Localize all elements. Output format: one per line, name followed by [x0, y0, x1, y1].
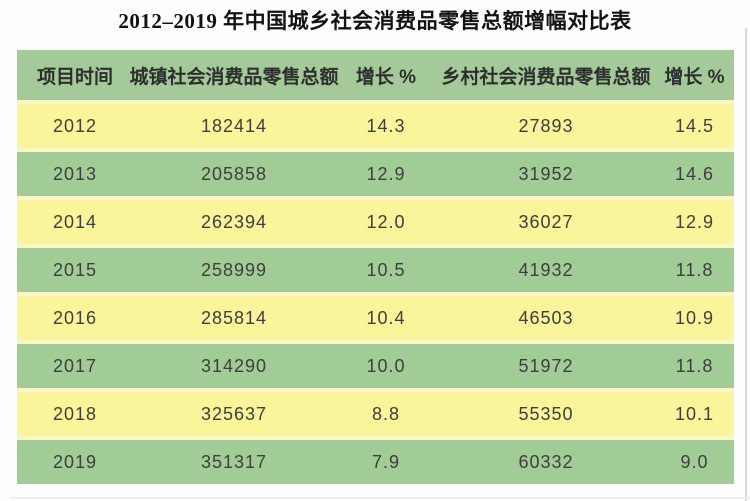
cell-year: 2015: [52, 259, 98, 280]
cell-rural-growth: 10.9: [674, 307, 715, 328]
cell-urban-growth: 14.3: [366, 115, 406, 136]
header-urban-growth-pct: 增长 %: [355, 66, 417, 88]
cell-rural-growth: 11.8: [675, 355, 714, 376]
cell-year: 2018: [52, 403, 98, 424]
table-row-2016: 2016 285814 10.4 46503 10.9: [17, 296, 734, 340]
cell-urban-total: 351317: [200, 451, 268, 472]
cell-year: 2014: [52, 211, 98, 232]
cell-urban-growth: 8.8: [371, 403, 401, 424]
cell-urban-growth: 12.9: [366, 163, 406, 184]
cell-urban-growth: 10.5: [366, 259, 406, 280]
table-row-2013: 2013 205858 12.9 31952 14.6: [17, 152, 734, 196]
cell-urban-growth: 12.0: [366, 211, 406, 232]
table-row-2019: 2019 351317 7.9 60332 9.0: [17, 440, 734, 484]
header-project-time: 项目时间: [36, 66, 113, 88]
cell-urban-growth: 7.9: [371, 451, 401, 472]
cell-rural-total: 41932: [518, 259, 574, 280]
cell-urban-growth: 10.0: [366, 355, 406, 376]
table-row-2018: 2018 325637 8.8 55350 10.1: [17, 392, 734, 436]
cell-rural-growth: 12.9: [674, 211, 715, 232]
cell-rural-growth: 9.0: [680, 451, 709, 472]
cell-rural-total: 55350: [518, 403, 574, 424]
cell-urban-total: 314290: [200, 355, 268, 376]
cell-year: 2013: [52, 163, 98, 184]
comparison-table: 项目时间 城镇社会消费品零售总额 增长 % 乡村社会消费品零售总额 增长 % 2…: [17, 50, 734, 484]
header-rural-growth-pct: 增长 %: [664, 66, 725, 88]
page-edge-line: [745, 28, 747, 501]
cell-rural-growth: 14.5: [674, 115, 715, 136]
cell-rural-growth: 14.6: [674, 163, 715, 184]
cell-rural-total: 31952: [518, 163, 574, 184]
cell-year: 2019: [52, 451, 98, 472]
page-bottom-shadow: [10, 497, 750, 499]
cell-rural-total: 27893: [518, 115, 574, 136]
header-rural-retail-total: 乡村社会消费品零售总额: [441, 66, 651, 88]
cell-urban-total: 285814: [200, 307, 268, 328]
cell-year: 2016: [52, 307, 98, 328]
cell-urban-total: 182414: [200, 115, 268, 136]
cell-year: 2017: [52, 355, 98, 376]
cell-rural-total: 36027: [518, 211, 574, 232]
table-row-2017: 2017 314290 10.0 51972 11.8: [17, 344, 734, 388]
cell-rural-total: 46503: [518, 307, 574, 328]
cell-urban-growth: 10.4: [366, 307, 406, 328]
cell-urban-total: 325637: [200, 403, 268, 424]
cell-rural-total: 60332: [518, 451, 574, 472]
cell-year: 2012: [52, 115, 98, 136]
cell-urban-total: 205858: [200, 163, 268, 184]
cell-rural-total: 51972: [518, 355, 574, 376]
table-row-2014: 2014 262394 12.0 36027 12.9: [17, 200, 734, 244]
table-row-2012: 2012 182414 14.3 27893 14.5: [17, 104, 734, 148]
cell-rural-growth: 11.8: [675, 259, 714, 280]
cell-urban-total: 262394: [200, 211, 268, 232]
table-row-2015: 2015 258999 10.5 41932 11.8: [17, 248, 734, 292]
cell-rural-growth: 10.1: [674, 403, 715, 424]
table-title: 2012–2019 年中国城乡社会消费品零售总额增幅对比表: [118, 9, 632, 33]
cell-urban-total: 258999: [200, 259, 268, 280]
header-urban-retail-total: 城镇社会消费品零售总额: [129, 66, 339, 88]
table-header-row: 项目时间 城镇社会消费品零售总额 增长 % 乡村社会消费品零售总额 增长 %: [17, 50, 734, 100]
